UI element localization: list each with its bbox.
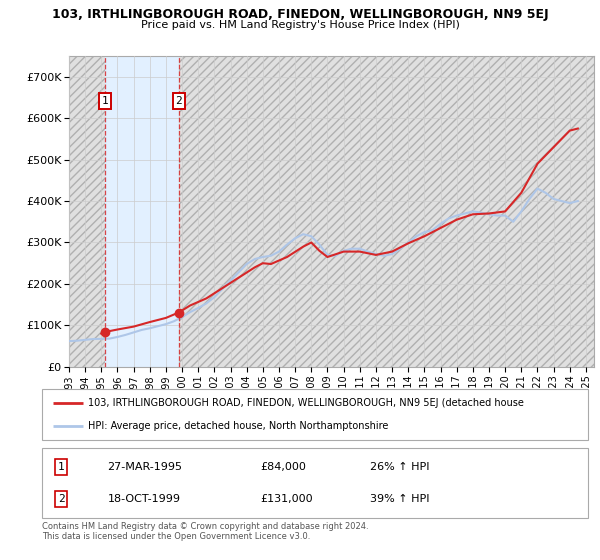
- Bar: [179, 56, 594, 367]
- Text: 2: 2: [58, 494, 64, 504]
- Text: 1: 1: [58, 462, 64, 472]
- Text: HPI: Average price, detached house, North Northamptonshire: HPI: Average price, detached house, Nort…: [88, 421, 389, 431]
- Bar: [69, 56, 105, 367]
- Text: Contains HM Land Registry data © Crown copyright and database right 2024.
This d: Contains HM Land Registry data © Crown c…: [42, 522, 368, 542]
- Text: 39% ↑ HPI: 39% ↑ HPI: [370, 494, 429, 504]
- Text: 1: 1: [101, 96, 109, 106]
- Text: 103, IRTHLINGBOROUGH ROAD, FINEDON, WELLINGBOROUGH, NN9 5EJ: 103, IRTHLINGBOROUGH ROAD, FINEDON, WELL…: [52, 8, 548, 21]
- Text: 2: 2: [175, 96, 182, 106]
- Bar: [105, 56, 179, 367]
- Text: 26% ↑ HPI: 26% ↑ HPI: [370, 462, 429, 472]
- Text: 18-OCT-1999: 18-OCT-1999: [107, 494, 181, 504]
- Text: 103, IRTHLINGBOROUGH ROAD, FINEDON, WELLINGBOROUGH, NN9 5EJ (detached house: 103, IRTHLINGBOROUGH ROAD, FINEDON, WELL…: [88, 398, 524, 408]
- Text: £131,000: £131,000: [260, 494, 313, 504]
- FancyBboxPatch shape: [42, 389, 588, 440]
- Text: £84,000: £84,000: [260, 462, 306, 472]
- Text: 27-MAR-1995: 27-MAR-1995: [107, 462, 182, 472]
- Text: Price paid vs. HM Land Registry's House Price Index (HPI): Price paid vs. HM Land Registry's House …: [140, 20, 460, 30]
- Bar: [69, 56, 105, 367]
- FancyBboxPatch shape: [42, 448, 588, 518]
- Bar: [179, 56, 594, 367]
